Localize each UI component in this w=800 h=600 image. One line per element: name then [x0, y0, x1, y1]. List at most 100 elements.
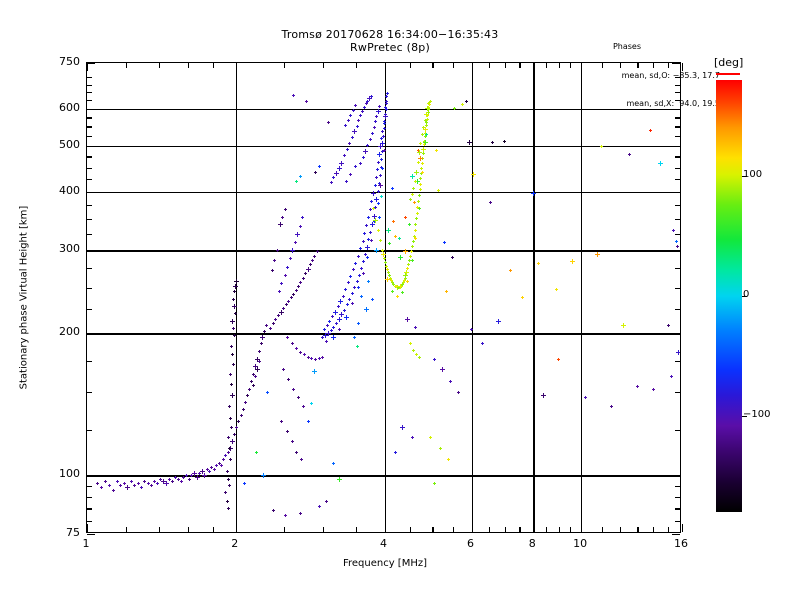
x-tick-minor: [453, 527, 454, 532]
data-point: [272, 509, 275, 512]
data-point: [385, 277, 390, 282]
data-point: [309, 263, 312, 266]
data-point: [356, 345, 359, 348]
data-point: [489, 201, 492, 204]
x-tick-minor: [546, 527, 547, 532]
data-point: [295, 347, 298, 350]
data-point: [318, 165, 321, 168]
data-point: [284, 274, 287, 277]
data-point: [312, 369, 317, 374]
data-point: [279, 310, 284, 315]
data-point: [380, 195, 383, 198]
y-tick-minor: [87, 430, 92, 431]
y-tick-right: [675, 219, 680, 220]
data-point: [230, 393, 235, 398]
data-point: [414, 237, 417, 240]
data-point: [449, 380, 452, 383]
y-tick-minor: [87, 77, 92, 78]
data-point: [278, 222, 283, 227]
data-point: [491, 141, 494, 144]
data-point: [250, 380, 253, 383]
y-tick-right: [675, 117, 680, 118]
data-point: [369, 138, 372, 141]
x-tick-minor: [602, 527, 603, 532]
data-point: [388, 242, 391, 245]
x-tick-major: [236, 524, 237, 532]
data-point: [234, 279, 239, 284]
data-point: [531, 191, 536, 196]
data-point: [234, 312, 237, 315]
data-point: [347, 119, 350, 122]
data-point: [425, 133, 428, 136]
data-point: [409, 198, 412, 201]
data-point: [362, 240, 365, 243]
data-point: [307, 420, 310, 423]
data-point: [335, 322, 338, 325]
data-point: [295, 232, 300, 237]
data-point: [232, 298, 235, 301]
data-point: [374, 248, 379, 253]
data-point: [359, 114, 362, 117]
data-point: [676, 245, 679, 248]
data-point: [125, 485, 130, 490]
data-point: [375, 176, 378, 179]
data-point: [281, 216, 284, 219]
data-point: [338, 299, 343, 304]
x-tick-minor: [188, 527, 189, 532]
data-point: [408, 223, 411, 226]
data-point: [415, 217, 418, 220]
colorbar: 100 0 −100: [716, 80, 742, 512]
colorbar-tick-label: −100: [743, 409, 770, 420]
data-point: [398, 237, 401, 240]
y-tick-minor: [87, 219, 92, 220]
data-point: [286, 266, 289, 269]
data-point: [299, 281, 302, 284]
y-tick-label: 200: [34, 325, 80, 338]
y-tick-minor: [87, 361, 92, 362]
data-point: [260, 335, 265, 340]
data-point: [302, 277, 305, 280]
data-point: [318, 357, 321, 360]
y-tick-right: [675, 430, 680, 431]
x-tick-top: [637, 63, 638, 68]
data-point: [370, 200, 373, 203]
x-tick-minor: [519, 527, 520, 532]
y-axis-title: Stationary phase Virtual Height [km]: [19, 88, 30, 508]
data-point: [349, 114, 352, 117]
data-point: [258, 360, 261, 363]
y-tick-right: [675, 486, 680, 487]
data-point: [286, 336, 289, 339]
data-point: [417, 161, 420, 164]
x-tick-top: [546, 63, 547, 68]
y-tick-minor: [87, 156, 92, 157]
data-point: [337, 305, 340, 308]
y-tick-right: [675, 392, 680, 393]
data-point: [244, 401, 247, 404]
data-point: [233, 334, 236, 337]
data-point: [372, 207, 375, 210]
x-tick-major: [682, 524, 683, 532]
gridline-x: [581, 63, 582, 532]
data-point: [333, 310, 338, 315]
data-point: [584, 396, 587, 399]
data-point: [461, 103, 464, 106]
data-point: [307, 356, 310, 359]
data-point: [424, 112, 429, 117]
x-tick-minor: [213, 527, 214, 532]
data-point: [366, 144, 369, 147]
data-point: [295, 451, 298, 454]
y-tick-minor: [87, 117, 92, 118]
data-point: [557, 358, 560, 361]
x-tick-top: [385, 63, 386, 71]
data-point: [349, 275, 352, 278]
data-point: [414, 223, 417, 226]
gridline-x: [533, 63, 534, 532]
data-point: [310, 357, 313, 360]
data-point: [188, 478, 191, 481]
data-point: [130, 480, 133, 483]
data-point: [294, 241, 297, 244]
data-point: [180, 480, 183, 483]
data-point: [385, 102, 388, 105]
data-point: [380, 158, 383, 161]
data-point: [357, 119, 360, 122]
